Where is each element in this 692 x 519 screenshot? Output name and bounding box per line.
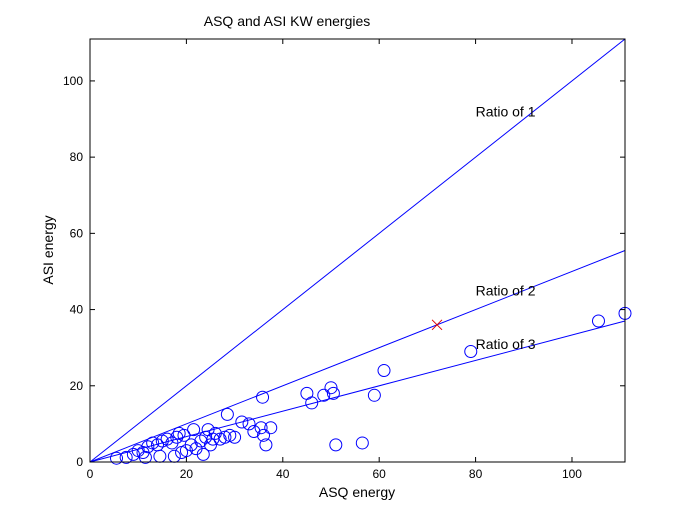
data-point — [153, 449, 167, 463]
data-point — [203, 438, 217, 452]
y-axis-label: ASI energy — [40, 215, 56, 284]
data-point — [177, 428, 191, 442]
reference-line-label: Ratio of 1 — [476, 103, 536, 119]
y-tick-label: 0 — [76, 455, 83, 469]
data-point — [199, 430, 213, 444]
data-point — [126, 447, 140, 461]
data-point — [196, 447, 210, 461]
data-point — [110, 451, 124, 465]
axes-frame — [89, 38, 626, 463]
data-point — [138, 450, 152, 464]
y-tick-label: 20 — [70, 379, 84, 393]
y-tick-label: 40 — [70, 303, 84, 317]
data-point — [300, 386, 314, 400]
data-point — [235, 415, 249, 429]
data-point — [329, 438, 343, 452]
x-tick-label: 20 — [180, 467, 194, 481]
plot-area: Ratio of 1 Ratio of 2 Ratio of 3 — [89, 38, 632, 465]
reference-line-label: Ratio of 2 — [476, 283, 536, 299]
data-point — [184, 438, 198, 452]
data-point — [187, 423, 201, 437]
x-axis-label: ASQ energy — [319, 484, 395, 500]
data-point — [464, 344, 478, 358]
reference-line-ratio-1 — [89, 38, 626, 463]
data-point — [259, 438, 273, 452]
data-point — [305, 396, 319, 410]
highlight-x-marker — [431, 319, 443, 331]
x-marker-stroke — [431, 319, 443, 331]
reference-line-label: Ratio of 3 — [476, 336, 536, 352]
reference-line-ratio-3 — [89, 320, 626, 463]
data-point — [247, 425, 261, 439]
data-point — [167, 449, 181, 463]
y-tick-label: 80 — [70, 150, 84, 164]
x-tick-label: 100 — [562, 467, 582, 481]
data-point — [160, 432, 174, 446]
x-tick-label: 80 — [469, 467, 483, 481]
x-tick-label: 0 — [87, 467, 94, 481]
data-point — [326, 386, 340, 400]
data-point — [242, 417, 256, 431]
reference-line-ratio-2 — [89, 250, 626, 463]
x-tick-label: 40 — [276, 467, 290, 481]
x-tick-label: 60 — [373, 467, 387, 481]
data-point — [317, 388, 331, 402]
data-point — [257, 428, 271, 442]
data-point — [170, 430, 184, 444]
data-point — [228, 430, 242, 444]
y-tick-label: 60 — [70, 226, 84, 240]
data-point — [324, 381, 338, 395]
data-point — [377, 364, 391, 378]
data-point — [367, 388, 381, 402]
data-point — [256, 390, 270, 404]
y-tick-label: 100 — [63, 74, 83, 88]
data-point — [220, 407, 234, 421]
data-point — [591, 314, 605, 328]
data-point — [355, 436, 369, 450]
data-point — [264, 421, 278, 435]
axis-ticks: 0 20 40 60 80 100 0 20 40 60 80 100 — [63, 39, 625, 481]
chart-title: ASQ and ASI KW energies — [204, 13, 371, 29]
data-point — [119, 450, 133, 464]
data-point — [141, 440, 155, 454]
data-point — [254, 421, 268, 435]
